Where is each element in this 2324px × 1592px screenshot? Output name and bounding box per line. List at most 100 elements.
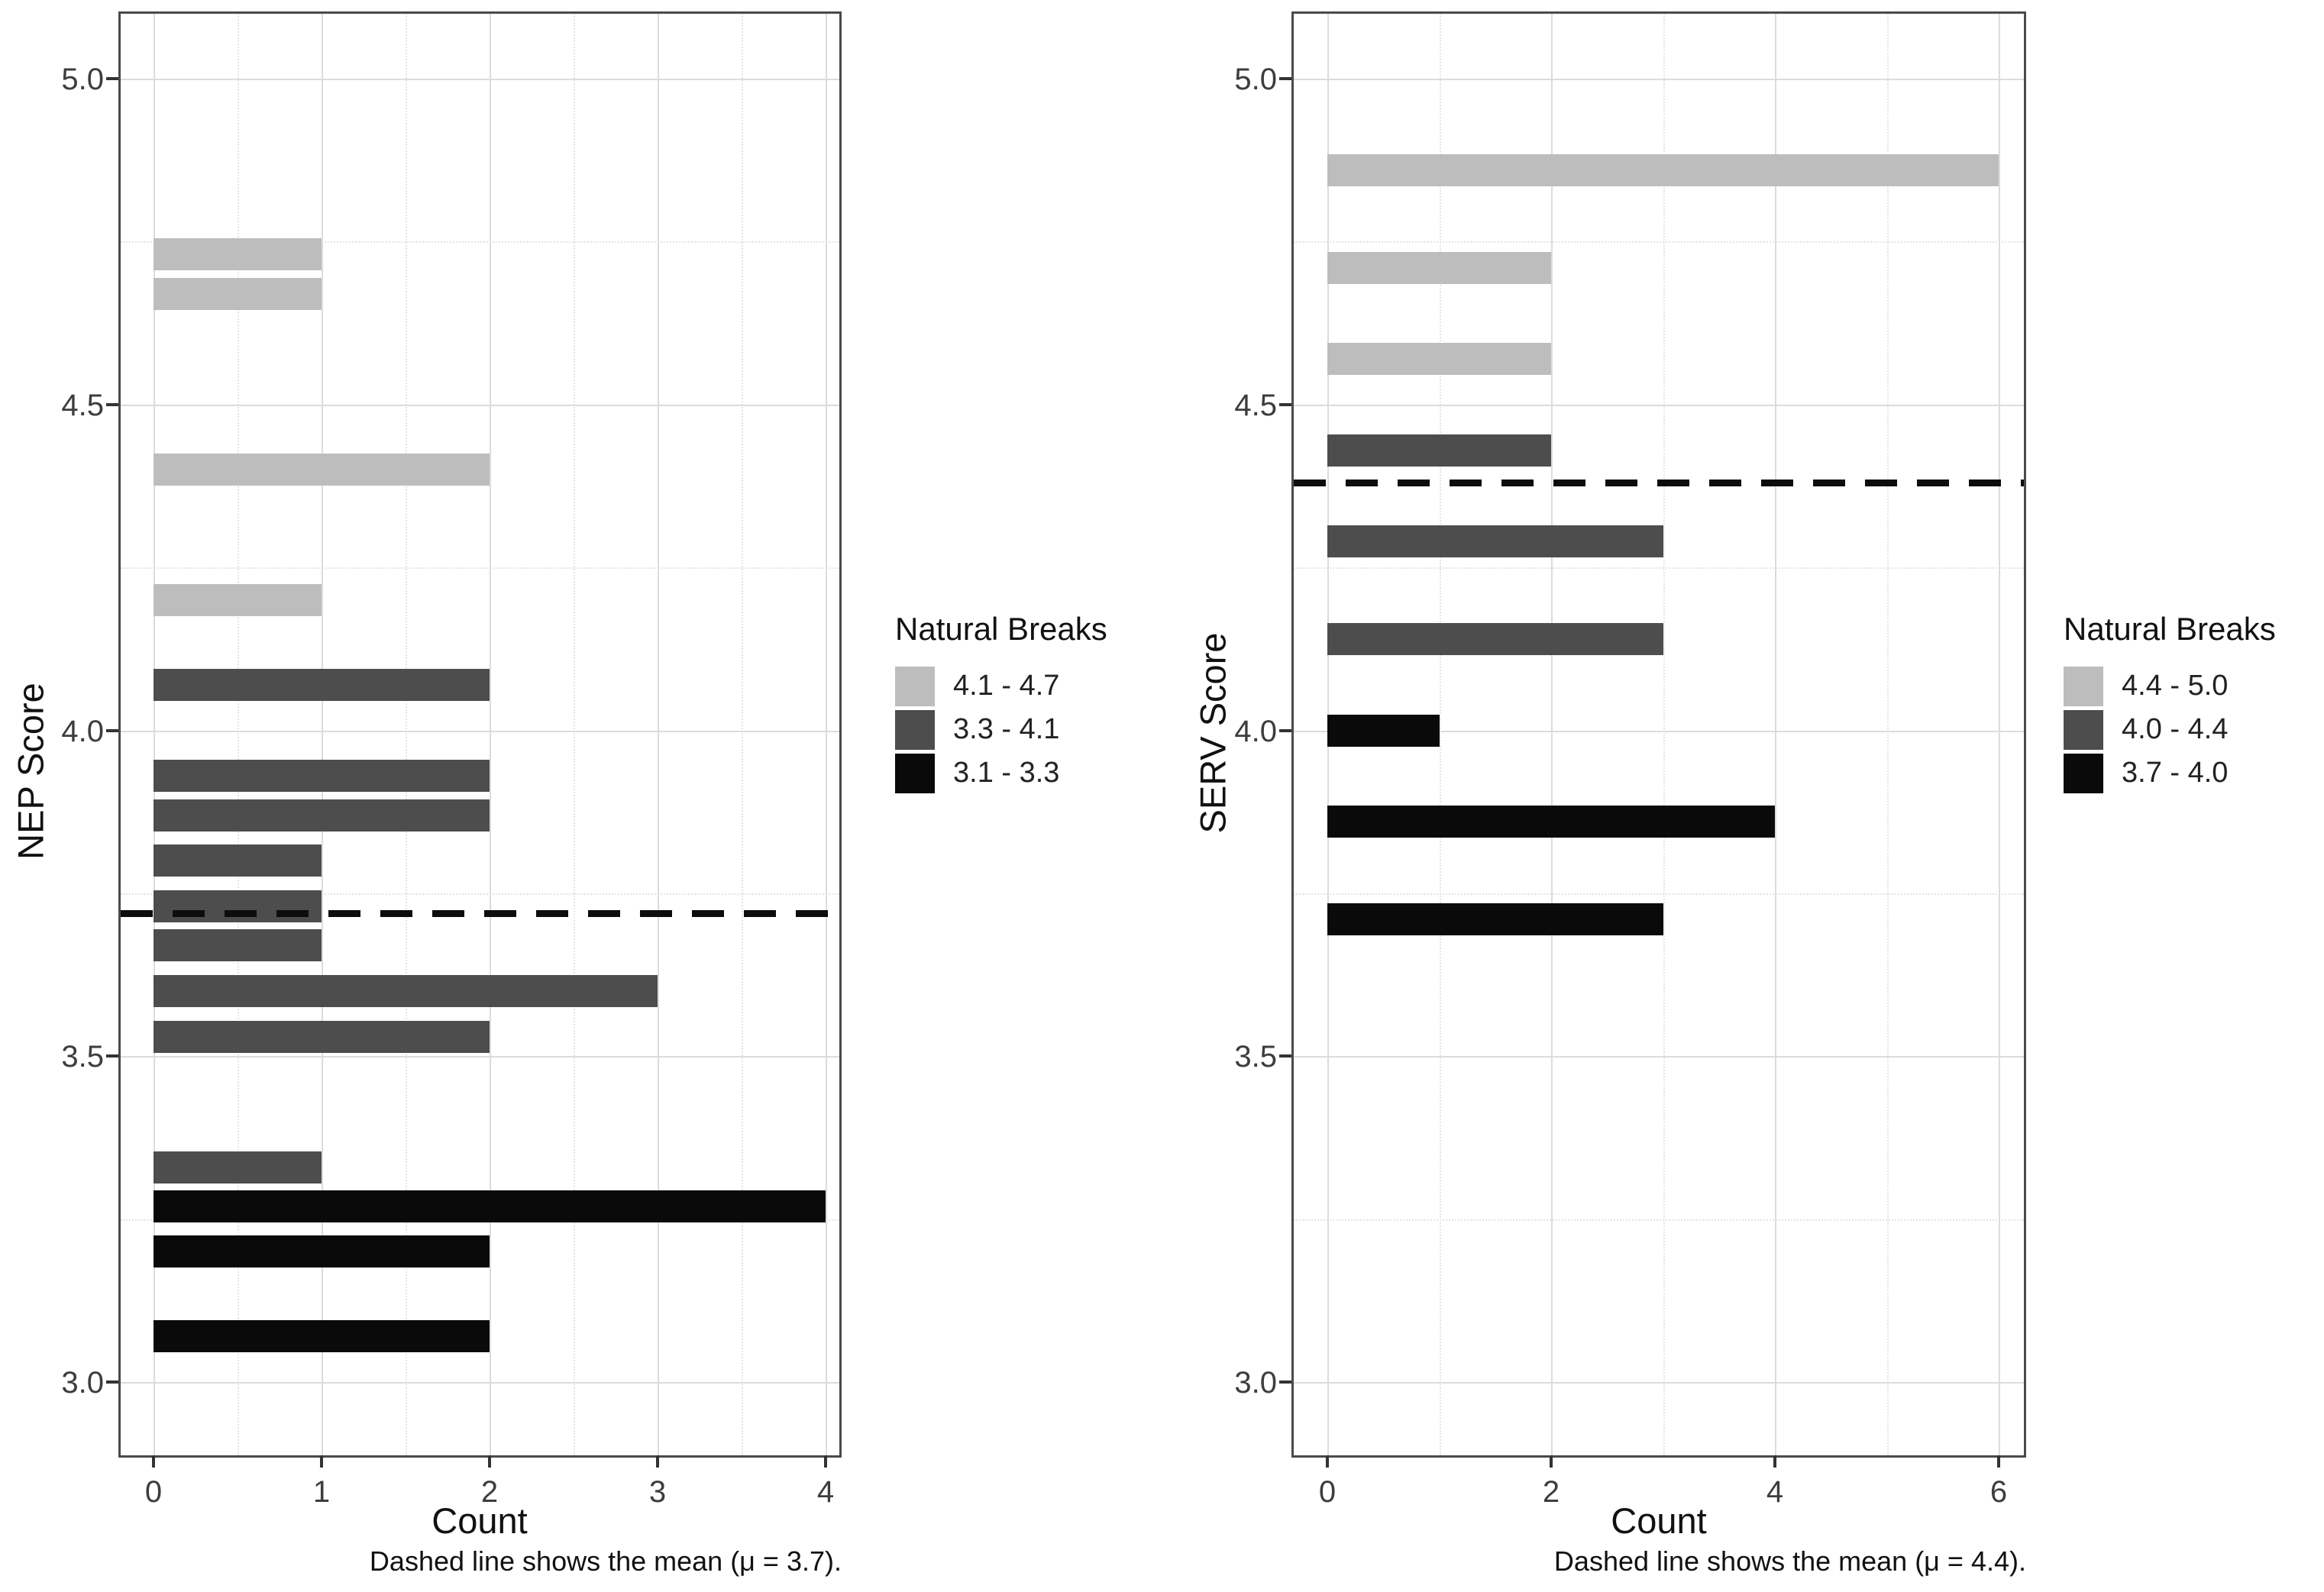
y-major-gridline: [1294, 404, 2024, 406]
legend-swatch: [2064, 666, 2103, 706]
x-tick-label: 0: [144, 1475, 163, 1509]
x-major-gridline: [1551, 14, 1553, 1455]
x-axis-tick: [320, 1455, 323, 1468]
x-tick-label: 2: [1542, 1475, 1560, 1509]
y-tick-label: 4.0: [61, 714, 104, 748]
x-minor-gridline: [1439, 14, 1441, 1455]
bar: [1327, 251, 1551, 284]
y-major-gridline: [121, 1056, 839, 1058]
bar: [154, 799, 490, 832]
x-tick-label: 2: [480, 1475, 499, 1509]
y-tick-label: 3.0: [61, 1366, 104, 1400]
x-minor-gridline: [1886, 14, 1889, 1455]
bar: [154, 929, 322, 962]
legend-swatch: [2064, 753, 2103, 793]
left-x-axis-title: Count: [432, 1500, 528, 1541]
x-minor-gridline: [574, 14, 575, 1455]
bar: [154, 890, 322, 923]
legend-entry: 4.1 - 4.7: [895, 664, 1107, 708]
bar: [1327, 343, 1551, 376]
legend-entry: 4.4 - 5.0: [2064, 664, 2276, 708]
legend-label: 4.4 - 5.0: [2122, 670, 2229, 702]
legend-entry: 3.1 - 3.3: [895, 751, 1107, 795]
mean-dashed-line: [121, 909, 839, 917]
right-legend-entries: 4.4 - 5.0 4.0 - 4.4 3.7 - 4.0: [2064, 664, 2276, 795]
y-minor-gridline: [1294, 1219, 2024, 1221]
legend-entry: 3.7 - 4.0: [2064, 751, 2276, 795]
bar: [154, 1235, 490, 1268]
x-minor-gridline: [1663, 14, 1665, 1455]
y-axis-tick: [1279, 728, 1291, 732]
x-major-gridline: [826, 14, 827, 1455]
bar: [154, 1320, 490, 1353]
bar: [154, 975, 658, 1008]
bar: [1327, 903, 1663, 936]
left-legend: Natural Breaks 4.1 - 4.7 3.3 - 4.1 3.1 - 3…: [895, 611, 1107, 795]
mean-dashed-line: [1294, 480, 2024, 487]
bar: [154, 760, 490, 793]
left-legend-entries: 4.1 - 4.7 3.3 - 4.1 3.1 - 3.3: [895, 664, 1107, 795]
legend-swatch: [895, 666, 935, 706]
y-major-gridline: [121, 1382, 839, 1384]
y-major-gridline: [121, 404, 839, 406]
y-axis-tick: [1279, 1054, 1291, 1058]
bar: [154, 238, 322, 271]
x-axis-tick: [656, 1455, 659, 1468]
y-major-gridline: [121, 730, 839, 732]
y-minor-gridline: [1294, 567, 2024, 570]
bar: [1327, 623, 1663, 656]
y-axis-tick: [106, 402, 118, 406]
right-x-axis-title: Count: [1611, 1500, 1707, 1541]
y-major-gridline: [1294, 79, 2024, 80]
x-tick-label: 4: [1766, 1475, 1784, 1509]
y-tick-label: 4.5: [61, 388, 104, 422]
legend-label: 3.1 - 3.3: [953, 757, 1060, 789]
x-axis-tick: [1997, 1455, 2000, 1468]
x-major-gridline: [658, 14, 659, 1455]
x-axis-tick: [1550, 1455, 1553, 1468]
y-axis-tick: [1279, 77, 1291, 80]
legend-label: 3.7 - 4.0: [2122, 757, 2229, 789]
y-tick-label: 3.5: [1234, 1040, 1277, 1074]
left-chart-panel: 5.0 4.5 4.0 3.5 3.0 0 1 2 3 4: [61, 11, 842, 1507]
y-tick-label: 5.0: [1234, 63, 1277, 96]
x-tick-label: 4: [816, 1475, 835, 1509]
legend-label: 4.0 - 4.4: [2122, 713, 2229, 745]
legend-label: 3.3 - 4.1: [953, 713, 1060, 745]
bar: [1327, 153, 1999, 186]
bar: [1327, 714, 1440, 747]
y-axis-tick: [1279, 402, 1291, 406]
x-major-gridline: [1999, 14, 2000, 1455]
bar: [154, 668, 490, 701]
right-chart-caption: Dashed line shows the mean (μ = 4.4).: [1553, 1545, 2026, 1577]
y-tick-label: 3.0: [1234, 1366, 1277, 1400]
y-tick-label: 5.0: [61, 63, 104, 96]
bar: [1327, 434, 1551, 467]
y-major-gridline: [1294, 1056, 2024, 1058]
x-tick-label: 3: [648, 1475, 667, 1509]
y-tick-label: 3.5: [61, 1040, 104, 1074]
x-axis-tick: [488, 1455, 491, 1468]
legend-label: 4.1 - 4.7: [953, 670, 1060, 702]
x-tick-label: 0: [1318, 1475, 1337, 1509]
x-axis-tick: [152, 1455, 155, 1468]
x-axis-tick: [1773, 1455, 1776, 1468]
legend-entry: 4.0 - 4.4: [2064, 708, 2276, 751]
bar: [154, 277, 322, 310]
y-axis-tick: [106, 77, 118, 80]
bar: [154, 1020, 490, 1053]
y-axis-tick: [106, 728, 118, 732]
legend-swatch: [2064, 709, 2103, 750]
left-legend-title: Natural Breaks: [895, 611, 1107, 647]
x-minor-gridline: [742, 14, 743, 1455]
left-chart-caption: Dashed line shows the mean (μ = 3.7).: [369, 1545, 842, 1577]
y-minor-gridline: [1294, 893, 2024, 895]
y-tick-label: 4.5: [1234, 388, 1277, 422]
x-axis-tick: [1326, 1455, 1329, 1468]
x-axis-tick: [824, 1455, 827, 1468]
y-tick-label: 4.0: [1234, 714, 1277, 748]
bar: [1327, 806, 1775, 838]
y-axis-tick: [1279, 1380, 1291, 1384]
x-tick-label: 1: [312, 1475, 331, 1509]
right-chart-panel: 5.0 4.5 4.0 3.5 3.0 0 2 4 6: [1234, 11, 2026, 1507]
